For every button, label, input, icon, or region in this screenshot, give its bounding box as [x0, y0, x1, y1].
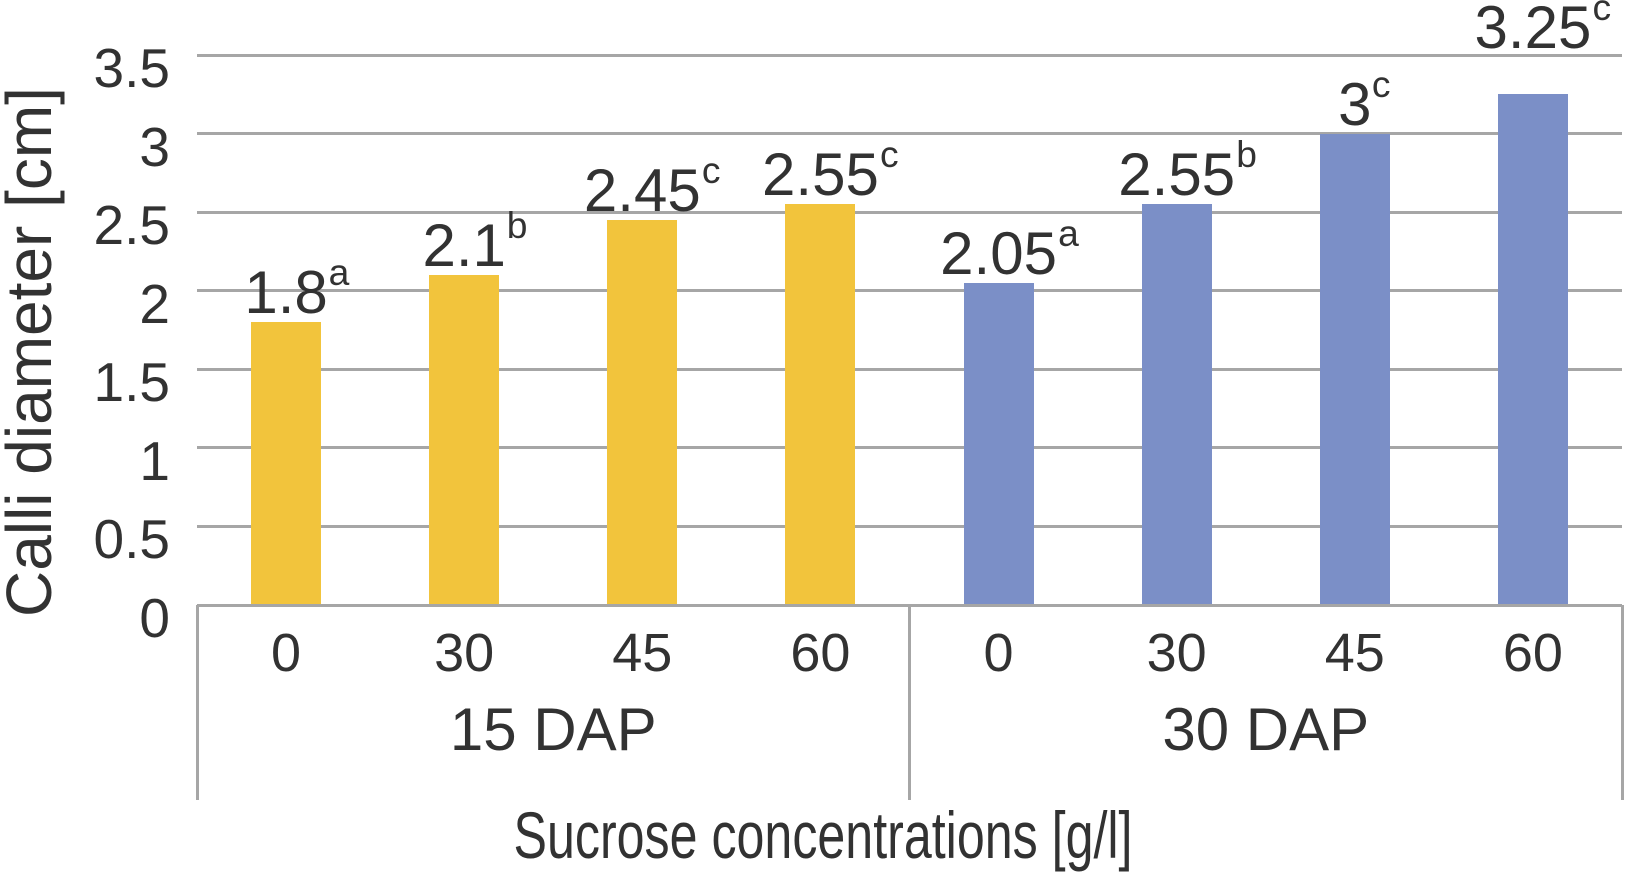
- bar-value-superscript: c: [1371, 62, 1391, 105]
- x-tick-label: 0: [271, 623, 302, 683]
- bar-15dap-45: [607, 220, 678, 605]
- bar-30dap-0: [963, 282, 1034, 605]
- x-tick-label: 30: [1146, 623, 1207, 683]
- y-tick-label: 0: [139, 587, 170, 649]
- bar-value-label: 2.1 b: [422, 204, 528, 279]
- bar-30dap-60: [1497, 94, 1568, 605]
- bar-value-superscript: a: [1058, 211, 1079, 254]
- bar-value-label: 2.45 c: [583, 149, 721, 224]
- bar-value-superscript: b: [1236, 133, 1257, 176]
- bar-value-label: 1.8 a: [244, 251, 350, 327]
- bar-value-superscript: c: [879, 133, 899, 176]
- bar-value-superscript: c: [701, 149, 721, 192]
- x-axis-title: Sucrose concentrations [g/l]: [513, 798, 1133, 872]
- group-label-15dap: 15 DAP: [449, 696, 657, 763]
- gridline: [197, 446, 1622, 450]
- bar-value-label: 3.25 c: [1475, 0, 1612, 58]
- x-tick-label: 0: [983, 623, 1014, 683]
- bar-value-superscript: b: [506, 204, 528, 247]
- gridline: [197, 524, 1622, 528]
- y-tick-label: 3.5: [93, 37, 170, 99]
- gridline: [197, 289, 1622, 293]
- gridline: [197, 53, 1622, 57]
- group-separator-line-2: [1620, 605, 1624, 800]
- group-separator-line-1: [908, 605, 911, 800]
- gridline: [197, 132, 1622, 136]
- y-tick-label: 1: [139, 429, 170, 492]
- x-tick-label: 60: [790, 623, 851, 683]
- bar-30dap-45: [1319, 133, 1390, 605]
- bar-value-superscript: c: [1592, 0, 1612, 29]
- bar-value-label: 2.55 c: [762, 133, 899, 209]
- gridline: [197, 367, 1622, 371]
- bar-30dap-30: [1141, 204, 1212, 605]
- bar-15dap-30: [429, 275, 500, 605]
- y-tick-label: 2.5: [93, 194, 170, 257]
- x-tick-label: 45: [1324, 623, 1385, 683]
- bar-value-label: 2.05 a: [940, 211, 1079, 287]
- y-tick-label: 0.5: [93, 508, 170, 571]
- bar-value-label: 2.55 b: [1118, 133, 1257, 209]
- bar-15dap-0: [251, 322, 322, 605]
- bar-value-superscript: a: [328, 251, 350, 294]
- x-tick-label: 45: [612, 623, 673, 683]
- bar-15dap-60: [785, 204, 856, 605]
- gridline: [197, 210, 1622, 214]
- group-label-30dap: 30 DAP: [1162, 696, 1370, 763]
- x-tick-label: 30: [434, 623, 495, 683]
- group-separator-line-0: [195, 605, 199, 800]
- y-tick-label: 3: [139, 115, 170, 178]
- y-tick-label: 2: [139, 272, 170, 335]
- y-tick-label: 1.5: [93, 351, 170, 414]
- x-tick-label: 60: [1502, 623, 1563, 683]
